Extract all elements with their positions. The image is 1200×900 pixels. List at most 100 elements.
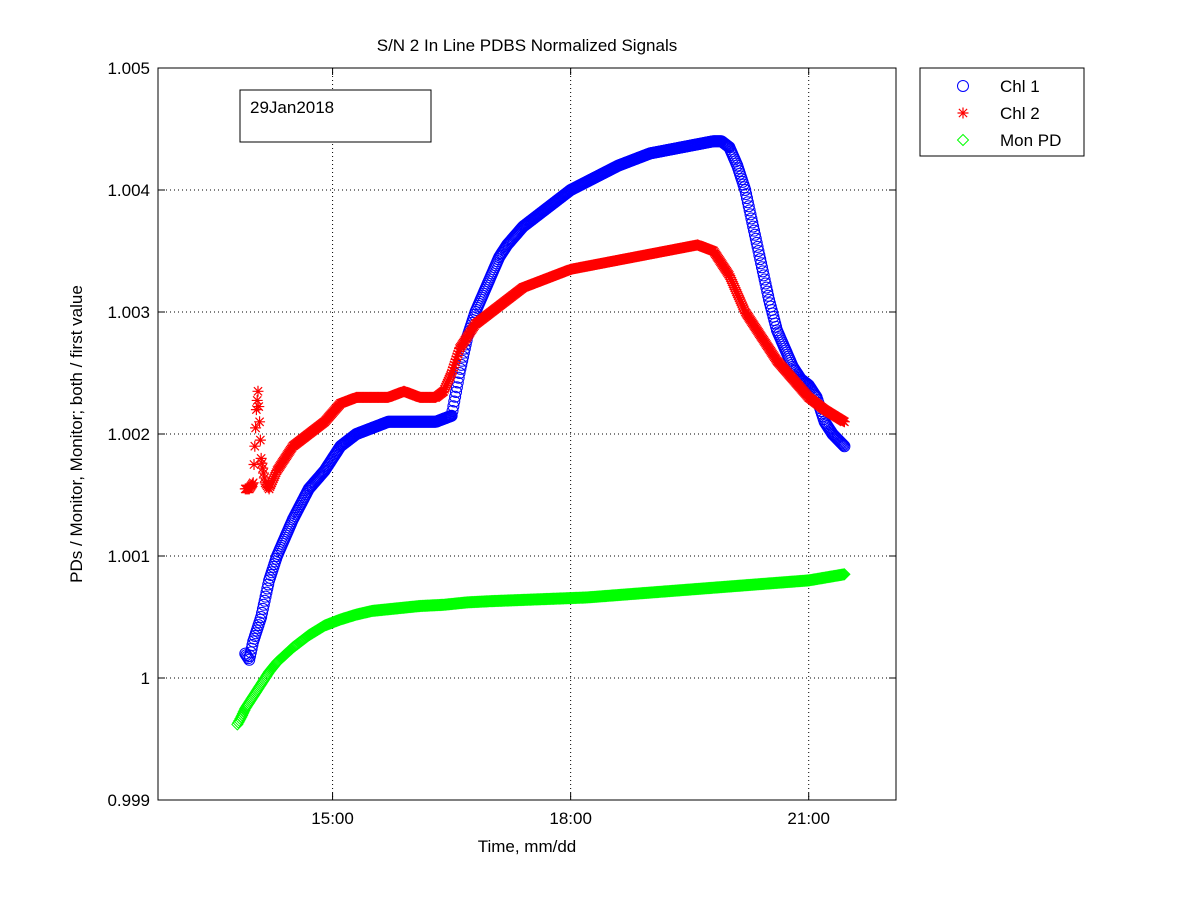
data-point <box>446 367 458 379</box>
data-point <box>441 377 453 389</box>
data-point <box>260 586 273 599</box>
data-point <box>837 439 850 452</box>
data-point <box>255 611 268 623</box>
data-point <box>252 385 264 397</box>
y-tick-label: 1.003 <box>107 303 150 322</box>
data-point <box>838 568 851 581</box>
data-point <box>442 375 454 387</box>
data-point <box>248 459 260 470</box>
data-point <box>268 473 280 485</box>
data-point <box>757 269 770 282</box>
data-point <box>255 452 267 464</box>
legend-items: Chl 1 Chl 2 Mon PD <box>956 77 1061 150</box>
legend-frame <box>919 67 1085 157</box>
legend-item: Chl 2 <box>957 104 1040 123</box>
data-point <box>250 422 262 434</box>
data-point <box>834 568 848 582</box>
series-layer <box>231 135 851 731</box>
data-point <box>447 362 459 374</box>
data-point <box>738 304 750 316</box>
data-point <box>733 292 745 304</box>
data-point <box>838 440 851 453</box>
data-point <box>833 568 847 582</box>
tick-labels: 0.999 1 1.001 1.002 1.003 1.004 1.005 15:00 18:0… <box>107 59 830 828</box>
data-point <box>256 602 269 615</box>
data-point <box>453 345 465 357</box>
data-point <box>448 395 461 408</box>
data-point <box>439 383 451 395</box>
data-point <box>742 200 755 213</box>
data-point <box>753 249 766 262</box>
data-point <box>734 294 746 306</box>
data-point <box>258 472 270 484</box>
data-point <box>259 590 272 603</box>
legend-marker <box>957 80 969 92</box>
data-point <box>756 265 769 278</box>
data-point <box>831 569 845 582</box>
x-tick-label: 21:00 <box>787 809 830 828</box>
data-point <box>439 381 451 393</box>
data-point <box>447 400 460 413</box>
data-point <box>450 381 463 394</box>
data-point <box>446 404 459 417</box>
legend-item: Chl 1 <box>957 77 1040 96</box>
data-point <box>740 188 753 201</box>
data-point <box>262 578 275 591</box>
annotation-box: 29Jan2018 <box>239 89 432 143</box>
y-tick-label: 1.004 <box>107 181 150 200</box>
data-point <box>444 371 456 383</box>
data-point <box>258 467 270 479</box>
data-point <box>449 390 462 403</box>
data-point <box>728 280 740 292</box>
data-point <box>254 434 266 446</box>
data-point <box>450 385 463 398</box>
data-point <box>727 278 739 290</box>
data-point <box>761 285 774 298</box>
data-point <box>832 569 846 582</box>
data-point <box>249 440 261 452</box>
data-point <box>748 224 761 237</box>
y-tick-label: 1.005 <box>107 59 150 78</box>
y-tick-label: 1.001 <box>107 547 150 566</box>
data-point <box>739 184 752 196</box>
data-point <box>735 296 747 308</box>
data-point <box>451 351 463 363</box>
data-point <box>837 568 850 581</box>
data-point <box>445 369 457 381</box>
data-point <box>256 457 268 469</box>
series-chl-2 <box>239 239 850 495</box>
legend-item: Mon PD <box>956 131 1061 150</box>
data-point <box>448 359 460 371</box>
data-point <box>266 477 278 489</box>
y-tick-label: 1.002 <box>107 425 150 444</box>
data-point <box>251 394 263 406</box>
legend-marker <box>956 133 970 147</box>
data-point <box>758 273 771 286</box>
data-point <box>443 373 455 385</box>
data-point <box>258 594 271 607</box>
data-point <box>747 220 760 233</box>
series-mon-pd <box>231 568 851 731</box>
annotation-text: 29Jan2018 <box>250 98 334 117</box>
data-point <box>268 471 280 483</box>
data-point <box>270 467 282 479</box>
data-point <box>754 253 767 266</box>
data-point <box>267 475 279 487</box>
data-point <box>760 281 773 294</box>
data-point <box>755 257 768 270</box>
data-point <box>743 204 756 217</box>
data-point <box>740 192 753 205</box>
data-point <box>835 568 848 581</box>
x-tick-label: 15:00 <box>311 809 354 828</box>
data-point <box>730 284 742 296</box>
data-point <box>256 606 269 619</box>
data-point <box>759 277 772 290</box>
data-point <box>831 569 844 582</box>
data-point <box>450 353 462 365</box>
legend-label: Chl 2 <box>1000 104 1040 123</box>
data-point <box>452 348 464 360</box>
data-point <box>438 385 450 397</box>
data-point <box>838 416 850 428</box>
data-point <box>835 437 848 450</box>
